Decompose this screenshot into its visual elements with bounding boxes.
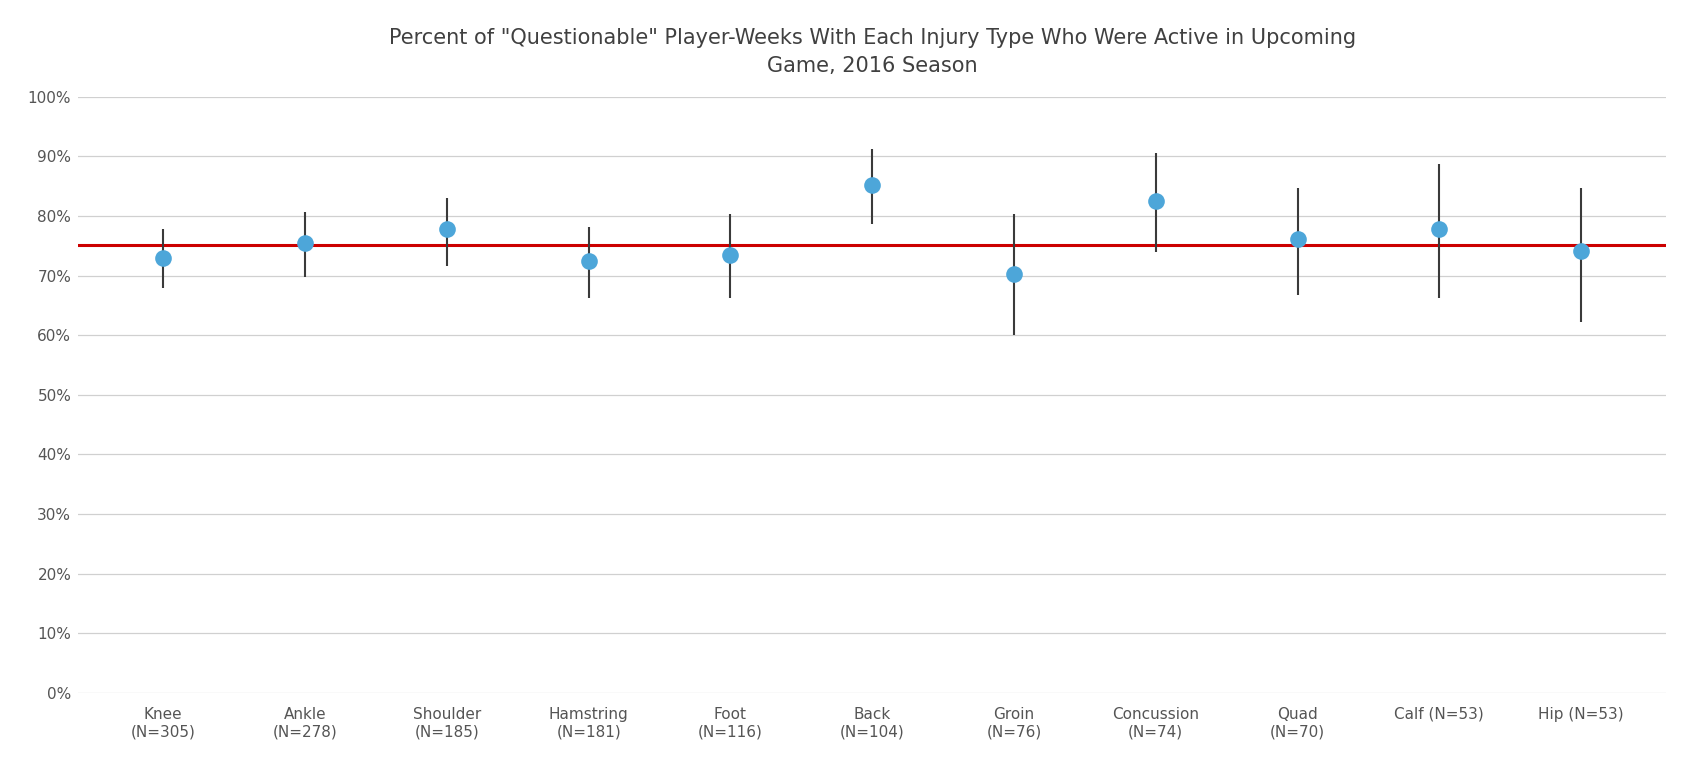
Title: Percent of "Questionable" Player-Weeks With Each Injury Type Who Were Active in : Percent of "Questionable" Player-Weeks W… <box>388 28 1355 76</box>
